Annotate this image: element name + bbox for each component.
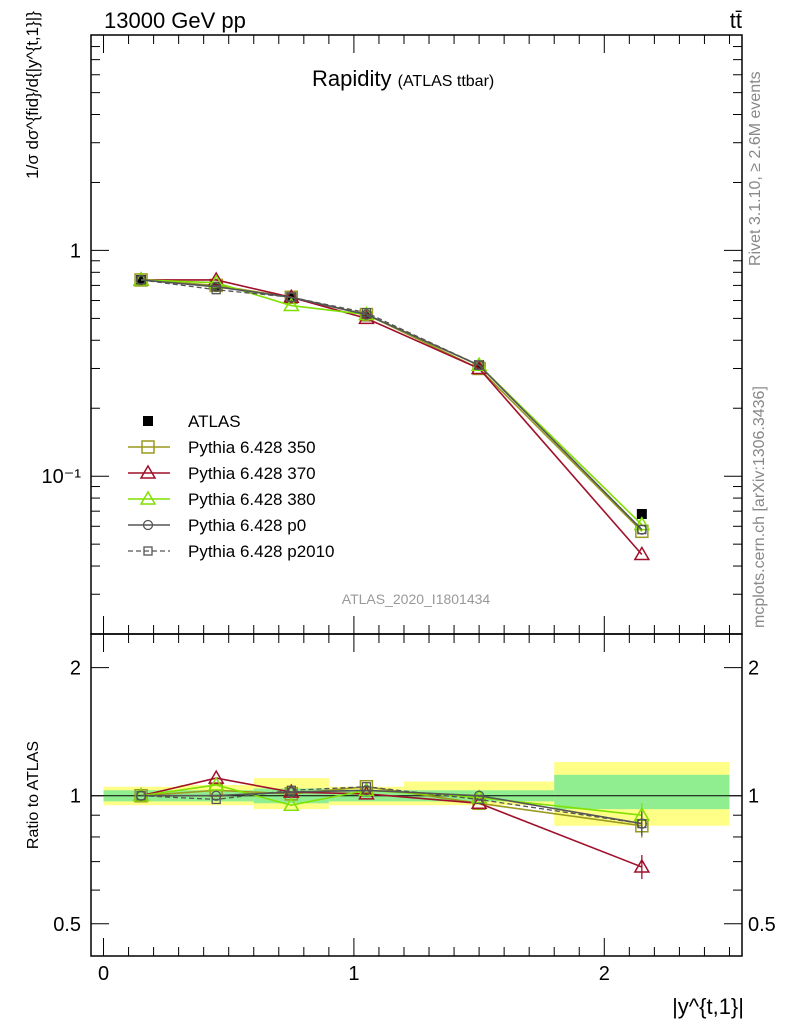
legend-entry: Pythia 6.428 380	[128, 490, 316, 509]
ratio-y-tick-label-left: 2	[70, 658, 81, 680]
legend-entry: Pythia 6.428 p0	[128, 516, 306, 535]
main-series-5	[136, 275, 647, 535]
legend-entry: Pythia 6.428 p2010	[128, 542, 335, 561]
ratio-series-4	[136, 782, 647, 836]
ratio-data-point	[633, 858, 651, 873]
process-label: tt̄	[730, 8, 742, 33]
main-data-point	[136, 275, 146, 285]
main-series-line	[141, 279, 643, 531]
legend-label: ATLAS	[188, 412, 241, 431]
analysis-id: ATLAS_2020_I1801434	[342, 591, 491, 607]
x-tick-label: 0	[98, 963, 109, 985]
main-data-point	[361, 308, 372, 318]
main-data-point	[633, 546, 651, 561]
main-title: Rapidity (ATLAS ttbar)	[312, 66, 494, 91]
ratio-series-line	[141, 786, 642, 825]
ratio-data-point	[474, 794, 484, 805]
ratio-y-tick-label-right: 1	[748, 786, 759, 808]
legend-entry: Pythia 6.428 370	[128, 464, 316, 483]
legend-label: Pythia 6.428 380	[188, 490, 316, 509]
ratio-y-tick-label-left: 1	[70, 786, 81, 808]
main-data-point	[474, 360, 484, 370]
ratio-data-point	[283, 796, 300, 811]
ratio-y-tick-label-left: 0.5	[53, 914, 81, 936]
main-data-point	[283, 297, 300, 312]
legend-marker	[142, 519, 154, 531]
title-text: Rapidity	[312, 66, 391, 91]
legend-entry: Pythia 6.428 350	[128, 438, 316, 457]
ratio-series-line	[141, 789, 642, 825]
ratio-y-tick-label-right: 2	[748, 658, 759, 680]
main-data-point	[211, 285, 221, 295]
legend-label: Pythia 6.428 p0	[188, 516, 306, 535]
main-y-axis-label: 1/σ dσ^{fid}/d{|y^{t,1}|}	[23, 11, 42, 179]
legend: ATLAS Pythia 6.428 350 Pythia 6.428 370 Pyt…	[128, 412, 335, 561]
legend-label: Pythia 6.428 p2010	[188, 542, 335, 561]
ratio-data-point	[286, 785, 296, 795]
ratio-y-tick-label-right: 0.5	[748, 914, 776, 936]
ratio-data-point	[211, 794, 221, 805]
ratio-data-point	[637, 818, 647, 829]
legend-marker	[143, 416, 153, 426]
legend-label: Pythia 6.428 350	[188, 438, 316, 457]
ratio-series-line	[140, 777, 643, 868]
x-axis-label: |y^{t,1}|	[672, 994, 744, 1019]
main-y-tick-label: 1	[70, 240, 81, 262]
subtitle-text: (ATLAS ttbar)	[398, 73, 495, 90]
ratio-data-point	[136, 791, 146, 801]
main-data-point	[636, 509, 647, 520]
legend-marker	[139, 490, 157, 505]
legend-marker	[141, 440, 155, 454]
legend-marker	[143, 546, 153, 556]
main-series-line	[141, 279, 643, 526]
series-layer	[132, 271, 651, 879]
legend-entry: ATLAS	[143, 412, 241, 431]
main-data-point	[207, 271, 225, 286]
main-data-point	[637, 524, 647, 535]
x-tick-label: 1	[348, 963, 359, 985]
axes: 1 10⁻¹ 0.5 0.5 1 1 2 2 0 1 2	[42, 34, 776, 985]
main-data-point	[286, 292, 296, 302]
ratio-data-point	[207, 769, 225, 784]
ratio-plot-frame	[90, 633, 743, 957]
ratio-data-point	[361, 782, 372, 792]
main-y-tick-label: 10⁻¹	[42, 466, 82, 488]
legend-marker	[139, 464, 157, 479]
main-data-point	[207, 274, 225, 289]
main-series-line	[141, 279, 643, 556]
x-tick-label: 2	[599, 963, 610, 985]
energy-label: 13000 GeV pp	[104, 8, 246, 33]
ratio-series-line	[141, 785, 642, 827]
mcplots-label: mcplots.cern.ch [arXiv:1306.3436]	[751, 386, 768, 628]
ratio-data-point	[207, 776, 225, 791]
main-data-point	[633, 516, 651, 531]
rivet-label: Rivet 3.1.10, ≥ 2.6M events	[747, 71, 764, 266]
ratio-y-axis-label: Ratio to ATLAS	[25, 741, 42, 849]
legend-label: Pythia 6.428 370	[188, 464, 316, 483]
